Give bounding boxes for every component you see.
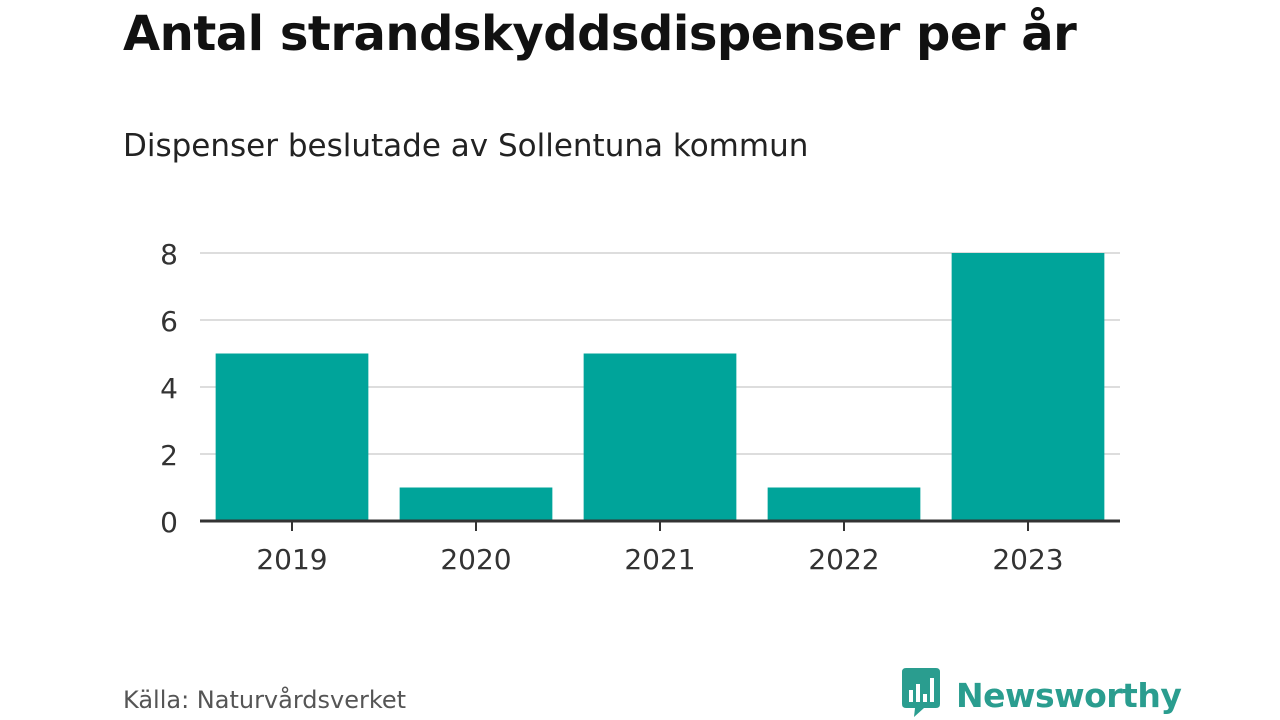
axes: [200, 519, 1120, 531]
x-tick-label: 2021: [624, 543, 695, 576]
x-tick-label: 2022: [808, 543, 879, 576]
chart-title: Antal strandskyddsdispenser per år: [123, 6, 1077, 62]
bar-2022: [767, 487, 921, 521]
source-note: Källa: Naturvårdsverket: [123, 686, 407, 714]
brand-logo: Newsworthy: [900, 668, 1182, 720]
bar-2020: [399, 487, 553, 521]
bar-2023: [951, 253, 1105, 521]
bar-2021: [583, 353, 737, 521]
bar-2019: [215, 353, 369, 521]
bar-chart-speech-bubble-icon: [900, 668, 942, 720]
y-tick-label: 8: [160, 238, 178, 271]
y-tick-label: 2: [160, 439, 178, 472]
chart-subtitle: Dispenser beslutade av Sollentuna kommun: [123, 128, 809, 164]
brand-name: Newsworthy: [956, 675, 1182, 715]
x-tick-label: 2023: [992, 543, 1063, 576]
bars: [215, 253, 1105, 521]
y-tick-label: 4: [160, 372, 178, 405]
x-tick-label: 2020: [440, 543, 511, 576]
y-tick-label: 0: [160, 506, 178, 539]
tick-labels: 0 2 4 6 8 2019 2020 2021 2022 2023: [160, 238, 1063, 576]
x-tick-label: 2019: [256, 543, 327, 576]
y-tick-label: 6: [160, 305, 178, 338]
